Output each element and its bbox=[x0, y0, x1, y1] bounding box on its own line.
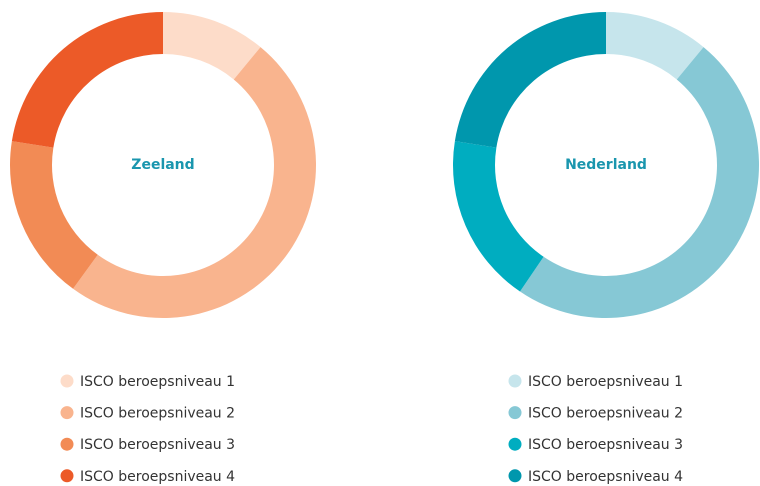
donut-segment bbox=[11, 12, 164, 148]
legend-swatch bbox=[60, 437, 74, 451]
donut-segment bbox=[73, 47, 317, 319]
chart-title: Zeeland bbox=[131, 157, 194, 173]
legend-swatch bbox=[508, 437, 522, 451]
legend-label: ISCO beroepsniveau 4 bbox=[80, 469, 235, 485]
legend-swatch bbox=[508, 469, 522, 483]
legend-swatch bbox=[60, 406, 74, 420]
legend-label: ISCO beroepsniveau 2 bbox=[528, 406, 683, 422]
donut-segment bbox=[453, 141, 544, 292]
donut-segment bbox=[9, 141, 98, 289]
chart-title: Nederland bbox=[565, 157, 647, 173]
donut-segment bbox=[520, 47, 760, 319]
legend-swatch bbox=[60, 374, 74, 388]
legend-label: ISCO beroepsniveau 1 bbox=[80, 374, 235, 390]
donut-segment bbox=[454, 12, 606, 148]
legend-label: ISCO beroepsniveau 2 bbox=[80, 406, 235, 422]
donut-segment bbox=[163, 12, 261, 80]
legend-swatch bbox=[508, 374, 522, 388]
legend-label: ISCO beroepsniveau 3 bbox=[80, 437, 235, 453]
legend-label: ISCO beroepsniveau 3 bbox=[528, 437, 683, 453]
legend-label: ISCO beroepsniveau 4 bbox=[528, 469, 683, 485]
legend-label: ISCO beroepsniveau 1 bbox=[528, 374, 683, 390]
legend-swatch bbox=[60, 469, 74, 483]
legend-swatch bbox=[508, 406, 522, 420]
donut-segment bbox=[606, 12, 704, 80]
